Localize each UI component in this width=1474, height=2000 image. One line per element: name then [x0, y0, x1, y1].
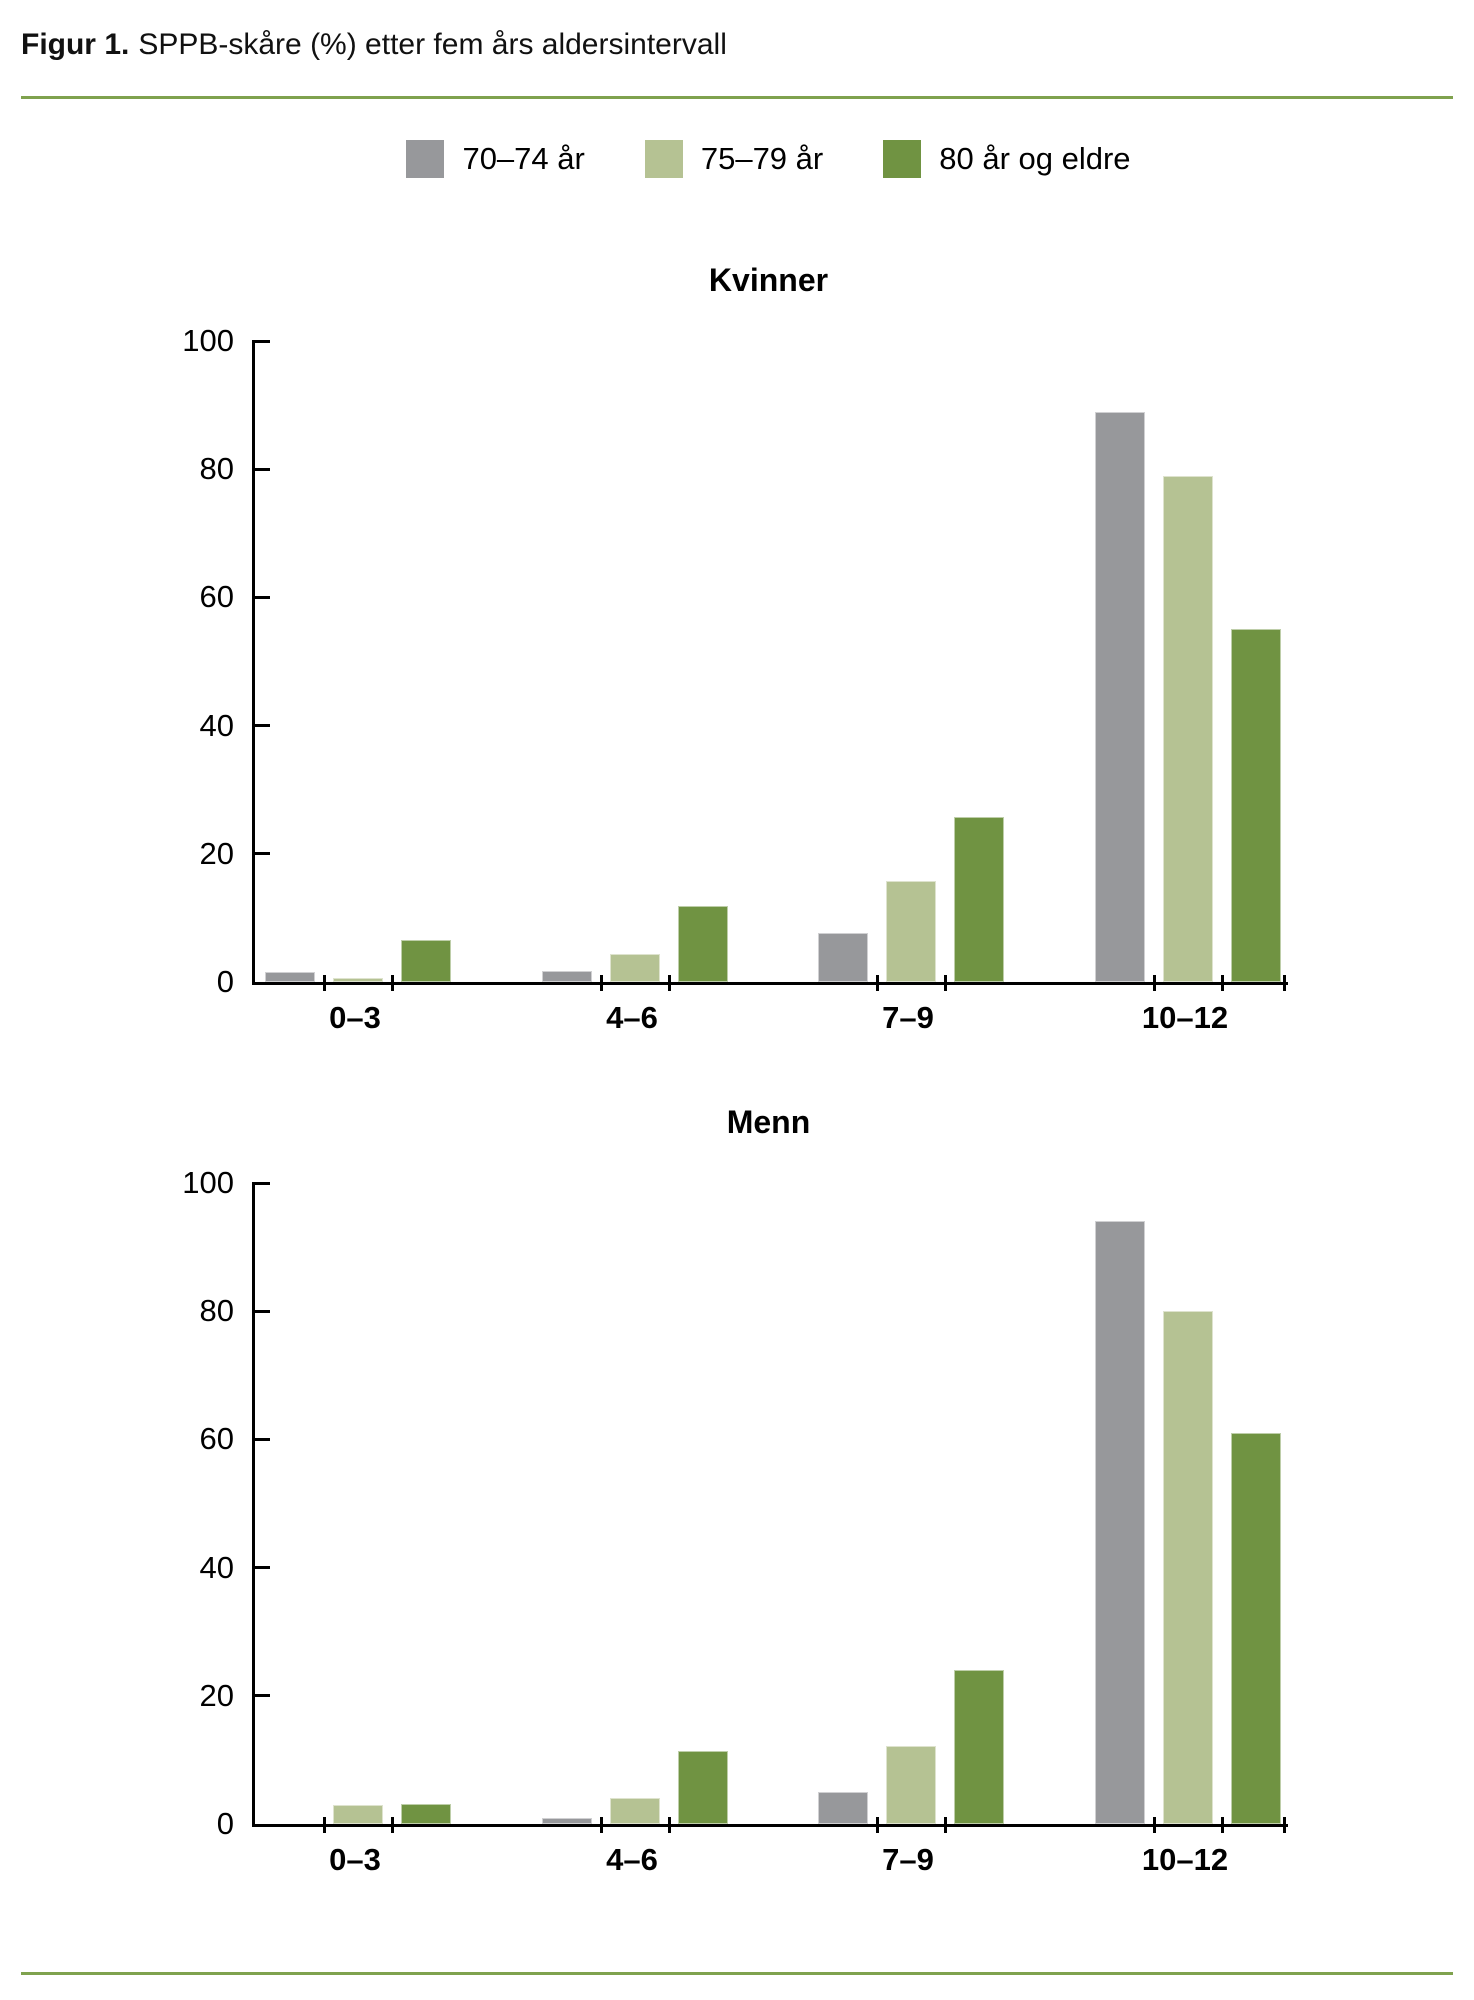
y-axis-label: 80: [199, 451, 234, 487]
x-axis-label: 0–3: [329, 1842, 381, 1877]
y-axis-tick: [252, 339, 270, 343]
y-axis-label: 20: [199, 835, 234, 871]
bar: [678, 1750, 728, 1824]
legend-swatch-75-79: [644, 140, 683, 178]
x-axis-tick: [667, 1817, 671, 1833]
figure-title-text: SPPB-skåre (%) etter fem års aldersinter…: [138, 28, 727, 61]
x-axis-tick: [875, 1817, 879, 1833]
y-axis-tick: [252, 1309, 270, 1313]
x-axis-label: 4–6: [606, 1842, 658, 1877]
bar: [610, 953, 660, 982]
y-axis-label: 80: [199, 1293, 234, 1329]
legend-label: 75–79 år: [700, 141, 824, 176]
y-axis-label: 60: [199, 1421, 234, 1457]
y-axis-label: 40: [199, 707, 234, 743]
y-axis-tick: [252, 1437, 270, 1441]
y-axis-tick: [252, 595, 270, 599]
x-axis-tick: [390, 1817, 394, 1833]
bar: [678, 905, 728, 982]
bar: [265, 972, 315, 982]
x-axis-tick: [1220, 975, 1224, 991]
y-axis-label: 100: [182, 323, 234, 358]
y-axis-label: 60: [199, 579, 234, 615]
legend-swatch-80-plus: [883, 140, 922, 178]
x-axis-label: 7–9: [882, 1000, 934, 1035]
bar: [333, 1805, 383, 1824]
bar: [333, 977, 383, 982]
bar: [1163, 1311, 1213, 1824]
legend-swatch-70-74: [406, 140, 445, 178]
bar: [401, 939, 451, 982]
x-axis-tick: [390, 975, 394, 991]
bar: [1163, 475, 1213, 982]
legend-label: 80 år og eldre: [939, 141, 1131, 176]
x-axis-tick: [1152, 1817, 1156, 1833]
y-axis-tick: [252, 1181, 270, 1185]
chart-menn: Menn 100 80 60 40 20 0 0–3 4–6 7–9 10–12: [130, 1104, 1370, 1894]
bar: [1231, 629, 1281, 982]
figure-title: Figur 1. SPPB-skåre (%) etter fem års ald…: [21, 26, 727, 64]
bar: [1095, 1221, 1145, 1824]
x-axis-tick: [943, 975, 947, 991]
x-axis-label: 0–3: [329, 1000, 381, 1035]
top-divider: [21, 96, 1453, 99]
x-axis-tick: [1152, 975, 1156, 991]
y-axis-tick: [252, 724, 270, 728]
bar: [886, 880, 936, 982]
chart-kvinner: Kvinner 100 80 60 40 20 0 0–3 4–6 7–9 10–12: [130, 262, 1370, 1052]
bottom-divider: [21, 1972, 1453, 1975]
chart-title: Kvinner: [708, 262, 829, 298]
bar: [886, 1745, 936, 1824]
bar: [954, 816, 1004, 982]
x-axis-tick: [599, 1817, 603, 1833]
bar: [610, 1797, 660, 1824]
x-axis-tick: [599, 975, 603, 991]
bar: [954, 1670, 1004, 1824]
legend-item: 75–79 år: [644, 140, 824, 178]
legend-item: 70–74 år: [406, 140, 585, 178]
x-axis-tick: [322, 1817, 326, 1833]
x-axis-label: 4–6: [606, 1000, 658, 1035]
x-axis-tick: [667, 975, 671, 991]
x-axis-label: 10–12: [1141, 1842, 1229, 1877]
y-axis-label: 20: [199, 1677, 234, 1713]
y-axis-tick: [252, 852, 270, 856]
chart-title: Menn: [726, 1104, 811, 1140]
x-axis-tick: [875, 975, 879, 991]
x-axis-tick: [1220, 1817, 1224, 1833]
x-axis-label: 10–12: [1141, 1000, 1229, 1035]
x-axis-label: 7–9: [882, 1842, 934, 1877]
x-axis-tick: [322, 975, 326, 991]
bar: [818, 1791, 868, 1824]
plot-area: [252, 1183, 1288, 1833]
y-axis-tick: [252, 1694, 270, 1698]
bar: [401, 1804, 451, 1824]
plot-area: [252, 341, 1288, 991]
x-axis-end-tick: [1283, 975, 1286, 991]
x-axis-tick: [943, 1817, 947, 1833]
bar: [542, 1818, 592, 1824]
legend-item: 80 år og eldre: [883, 140, 1131, 178]
y-axis-label: 40: [199, 1549, 234, 1585]
y-axis-tick: [252, 1566, 270, 1570]
y-axis-label: 0: [216, 1806, 234, 1841]
y-axis-tick: [252, 467, 270, 471]
legend: 70–74 år 75–79 år 80 år og eldre: [252, 140, 1285, 178]
bar: [542, 971, 592, 982]
figure-number-label: Figur 1.: [21, 28, 130, 61]
x-axis-end-tick: [1283, 1817, 1286, 1833]
y-axis-label: 100: [182, 1165, 234, 1200]
bar: [1095, 411, 1145, 982]
bar: [1231, 1433, 1281, 1824]
y-axis-label: 0: [216, 964, 234, 999]
legend-label: 70–74 år: [462, 141, 585, 176]
bar: [818, 932, 868, 982]
